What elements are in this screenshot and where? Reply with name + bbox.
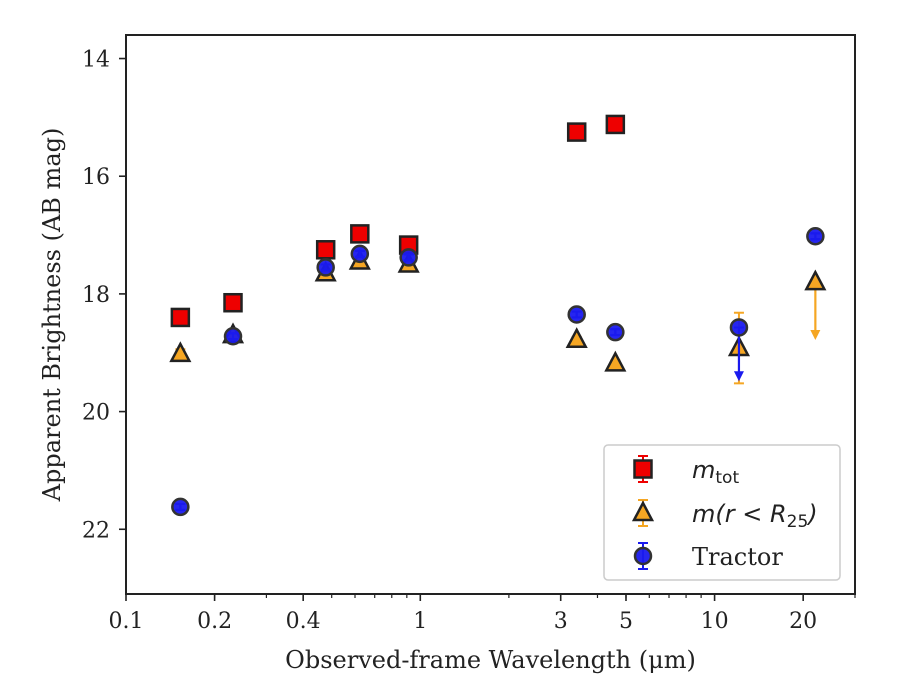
square-marker: [223, 292, 243, 313]
y-tick-label: 20: [82, 401, 110, 426]
legend-circle-marker: [633, 546, 653, 566]
legend: mtot m(r < R25) Tractor: [603, 444, 841, 581]
x-tick-label: 20: [789, 609, 817, 634]
data-point-mtot: [566, 122, 587, 142]
square-marker: [350, 224, 370, 244]
legend-square-marker: [633, 459, 653, 479]
x-tick-label: 5: [619, 609, 633, 634]
data-point-mr25: [604, 350, 627, 372]
circle-marker: [729, 318, 749, 337]
y-tick-label: 16: [82, 165, 110, 190]
legend-label-main: m(r < R: [692, 500, 787, 528]
data-point-tractor: [223, 327, 243, 346]
triangle-marker: [804, 269, 827, 291]
data-point-mtot: [605, 114, 626, 135]
legend-entry-mr25: m(r < R25): [631, 499, 818, 532]
x-tick-label: 0.1: [109, 609, 144, 634]
data-point-mr25: [565, 327, 588, 349]
triangle-marker: [565, 327, 588, 349]
legend-entry-tractor: Tractor: [633, 542, 783, 571]
square-marker: [566, 122, 587, 142]
data-point-tractor: [806, 226, 825, 246]
x-tick-label: 1: [413, 609, 427, 634]
legend-label-tail: ): [806, 500, 817, 528]
legend-label-main: m: [692, 456, 715, 484]
square-marker: [315, 240, 336, 260]
y-tick-label: 18: [82, 283, 110, 308]
data-point-tractor: [567, 305, 586, 324]
y-tick-label: 14: [82, 48, 110, 73]
series-mtot: [170, 114, 626, 328]
data-point-mr25: [169, 341, 192, 363]
triangle-marker: [604, 350, 627, 372]
data-point-mtot: [350, 224, 370, 244]
legend-label: mtot: [692, 456, 739, 488]
y-axis-label: Apparent Brightness (AB mag): [38, 128, 66, 503]
x-axis-label: Observed-frame Wavelength (μm): [285, 646, 696, 674]
y-tick-label: 22: [82, 518, 110, 543]
x-tick-label: 10: [701, 609, 729, 634]
triangle-marker: [169, 341, 192, 363]
upper-limit-arrowhead: [810, 330, 821, 341]
x-tick-label: 3: [554, 609, 568, 634]
upper-limit-arrowhead: [733, 371, 744, 382]
legend-label-subscript: 25: [787, 512, 809, 532]
data-point-mr25: [804, 269, 827, 341]
data-point-mtot: [315, 240, 336, 260]
square-marker: [605, 114, 626, 135]
data-point-tractor: [171, 497, 190, 517]
legend-label: m(r < R25): [692, 500, 818, 532]
series-mr25: [169, 248, 827, 385]
series-tractor: [171, 226, 825, 517]
x-tick-label: 0.2: [197, 609, 232, 634]
legend-frame: [603, 444, 841, 581]
legend-entry-mtot: mtot: [633, 455, 739, 488]
plot-frame: [125, 34, 856, 595]
legend-label-subscript: tot: [715, 468, 739, 488]
data-marks: [169, 114, 827, 517]
legend-triangle-marker: [631, 500, 655, 522]
data-point-tractor: [316, 258, 335, 277]
data-point-tractor: [350, 244, 370, 264]
data-point-tractor: [399, 248, 418, 267]
x-tick-label: 0.4: [286, 609, 321, 634]
axis-ticks: 0.1 0.2 0.4 1 3 5 10 20 14 16 18 20 22: [82, 48, 856, 634]
data-point-mtot: [170, 307, 191, 328]
legend-label: Tractor: [692, 543, 783, 571]
square-marker: [170, 307, 191, 328]
data-point-tractor: [729, 318, 749, 382]
data-point-tractor: [606, 322, 625, 342]
data-point-mtot: [223, 292, 243, 313]
